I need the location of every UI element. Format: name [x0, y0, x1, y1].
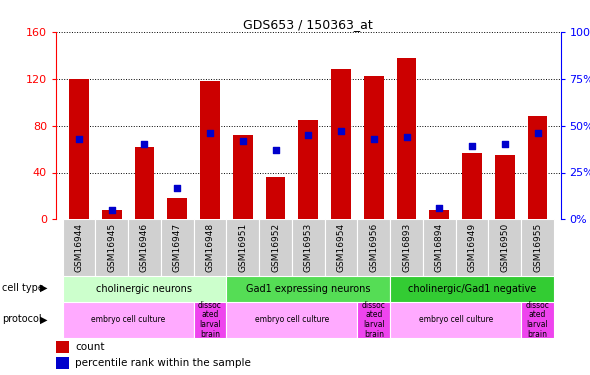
Point	[172, 184, 182, 190]
Bar	[63, 302, 194, 338]
Bar	[227, 276, 390, 302]
Text: GSM16947: GSM16947	[173, 223, 182, 272]
Text: GSM16952: GSM16952	[271, 223, 280, 272]
Bar	[194, 219, 227, 276]
Text: GSM16894: GSM16894	[435, 223, 444, 272]
Text: GSM16944: GSM16944	[74, 223, 83, 272]
Point	[140, 141, 149, 147]
Point	[107, 207, 116, 213]
Bar	[430, 210, 449, 219]
Text: GSM16893: GSM16893	[402, 223, 411, 272]
Text: GSM16950: GSM16950	[500, 223, 509, 272]
Text: count: count	[75, 342, 104, 352]
Bar	[96, 219, 128, 276]
Text: GSM16955: GSM16955	[533, 223, 542, 272]
Bar	[200, 81, 220, 219]
Point	[467, 143, 477, 149]
Bar	[364, 76, 384, 219]
Bar	[423, 219, 455, 276]
Text: Gad1 expressing neurons: Gad1 expressing neurons	[246, 284, 371, 294]
Point	[402, 134, 411, 140]
Point	[533, 130, 542, 136]
Bar	[292, 219, 325, 276]
Bar	[194, 302, 227, 338]
Text: cholinergic/Gad1 negative: cholinergic/Gad1 negative	[408, 284, 536, 294]
Bar	[495, 155, 514, 219]
Bar	[128, 219, 161, 276]
Bar	[168, 198, 187, 219]
Text: ▶: ▶	[40, 315, 48, 324]
Bar	[56, 357, 68, 369]
Bar	[396, 58, 417, 219]
Text: GSM16951: GSM16951	[238, 223, 247, 272]
Text: GSM16949: GSM16949	[467, 223, 477, 272]
Text: cell type: cell type	[2, 283, 44, 293]
Bar	[324, 219, 358, 276]
Bar	[358, 219, 390, 276]
Text: dissoc
ated
larval
brain: dissoc ated larval brain	[362, 301, 386, 339]
Bar	[489, 219, 521, 276]
Bar	[56, 341, 68, 352]
Text: embryo cell culture: embryo cell culture	[418, 315, 493, 324]
Point	[74, 136, 84, 142]
Text: GSM16948: GSM16948	[205, 223, 215, 272]
Point	[336, 128, 346, 134]
Bar	[227, 302, 358, 338]
Bar	[266, 177, 286, 219]
Text: GSM16946: GSM16946	[140, 223, 149, 272]
Bar	[227, 219, 259, 276]
Text: ▶: ▶	[40, 283, 48, 293]
Bar	[63, 276, 227, 302]
Text: dissoc
ated
larval
brain: dissoc ated larval brain	[198, 301, 222, 339]
Text: protocol: protocol	[2, 315, 41, 324]
Bar	[299, 120, 318, 219]
Point	[271, 147, 280, 153]
Text: GSM16945: GSM16945	[107, 223, 116, 272]
Text: embryo cell culture: embryo cell culture	[255, 315, 329, 324]
Bar	[63, 219, 96, 276]
Point	[238, 138, 247, 144]
Text: percentile rank within the sample: percentile rank within the sample	[75, 358, 251, 368]
Text: GSM16956: GSM16956	[369, 223, 378, 272]
Bar	[69, 79, 89, 219]
Bar	[521, 219, 554, 276]
Point	[500, 141, 510, 147]
Bar	[390, 302, 521, 338]
Text: GSM16954: GSM16954	[336, 223, 346, 272]
Bar	[527, 116, 548, 219]
Point	[369, 136, 379, 142]
Bar	[462, 153, 482, 219]
Text: GSM16953: GSM16953	[304, 223, 313, 272]
Point	[205, 130, 215, 136]
Bar	[135, 147, 155, 219]
Bar	[521, 302, 554, 338]
Bar	[233, 135, 253, 219]
Text: dissoc
ated
larval
brain: dissoc ated larval brain	[526, 301, 549, 339]
Bar	[455, 219, 489, 276]
Title: GDS653 / 150363_at: GDS653 / 150363_at	[244, 18, 373, 31]
Bar	[161, 219, 194, 276]
Point	[435, 205, 444, 211]
Bar	[358, 302, 390, 338]
Bar	[331, 69, 351, 219]
Bar	[390, 276, 554, 302]
Point	[304, 132, 313, 138]
Bar	[390, 219, 423, 276]
Text: embryo cell culture: embryo cell culture	[91, 315, 165, 324]
Text: cholinergic neurons: cholinergic neurons	[97, 284, 192, 294]
Bar	[102, 210, 122, 219]
Bar	[259, 219, 292, 276]
